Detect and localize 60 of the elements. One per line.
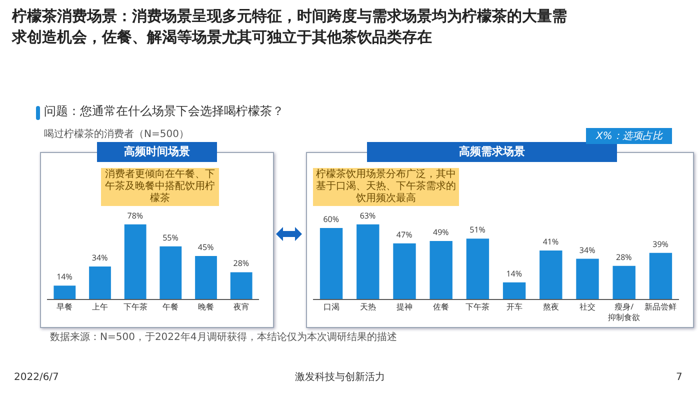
chart-title: 高频时间场景 [97, 142, 217, 162]
x-tick-label: 下午茶 [466, 302, 490, 313]
text: 喝过柠檬茶的消费者（N=500） [44, 128, 189, 141]
x-tick-label: 下午茶 [123, 302, 148, 313]
x-tick-label: 口渴 [323, 302, 340, 313]
data-label: 49% [433, 227, 450, 238]
bar [320, 228, 343, 299]
x-tick-label: 提神 [396, 302, 412, 313]
bar [124, 224, 146, 299]
bar [430, 241, 452, 299]
data-label: 63% [360, 210, 376, 222]
x-tick-label: 新品尝鲜 [644, 302, 677, 313]
source-note: 数据来源：N=500，于2022年4月调研获得，本结论仅为本次调研结果的描述 [50, 330, 397, 344]
x-tick-label: 天热 [360, 302, 376, 313]
data-label: 34% [92, 252, 108, 264]
text: X%：选项占比 [586, 128, 672, 144]
text: 2022/6/7 [14, 372, 59, 383]
text: 7 [676, 372, 682, 383]
data-label: 14% [56, 272, 73, 283]
data-label: 39% [652, 238, 669, 250]
data-label: 34% [579, 244, 596, 256]
data-label: 45% [198, 242, 214, 253]
text: 柠檬茶饮用场景分布广泛，其中基于口渴、天热、下午茶需求的饮用频次最高 [313, 168, 459, 206]
data-label: 41% [542, 236, 559, 248]
bar [502, 282, 526, 299]
x-tick-label: 社交 [580, 302, 596, 313]
x-tick-label: 晚餐 [198, 302, 214, 313]
text: 激发科技与创新活力 [295, 370, 385, 384]
text: 柠檬茶消费场景：消费场景呈现多元特征，时间跨度与需求场景均为柠檬茶的大量需求创造机会，佐餐、解渴等场景尤其可独立于其他茶饮品类存在 [12, 6, 568, 48]
data-label: 14% [506, 268, 522, 280]
data-label: 60% [323, 214, 340, 225]
bar [89, 266, 111, 299]
bar [393, 243, 416, 299]
x-tick-label: 佐餐 [433, 302, 450, 313]
bar [466, 238, 490, 299]
x-tick-label: 瘦身/抑制食欲 [608, 302, 640, 323]
data-label: 78% [127, 210, 144, 222]
bar [160, 246, 182, 299]
bar [356, 224, 380, 299]
x-tick-label: 上午 [92, 302, 108, 313]
text: 问题：您通常在什么场景下会选择喝柠檬茶？ [44, 103, 284, 120]
bar [54, 286, 76, 299]
text: 消费者更倾向在午餐、下午茶及晚餐中搭配饮用柠檬茶 [101, 168, 219, 206]
data-label: 47% [396, 229, 413, 240]
x-tick-label: 开车 [506, 302, 522, 313]
x-tick-label: 夜宵 [233, 302, 250, 313]
chart-title: 高频需求场景 [367, 142, 617, 162]
x-tick-label: 午餐 [162, 302, 179, 313]
bar [649, 252, 672, 299]
bar [195, 256, 217, 299]
x-tick-label: 熬夜 [542, 302, 559, 313]
bar [230, 272, 252, 299]
data-label: 51% [470, 224, 486, 236]
data-label: 55% [162, 232, 179, 244]
data-label: 28% [616, 252, 632, 263]
x-tick-label: 早餐 [56, 302, 73, 313]
bar [612, 266, 636, 299]
data-label: 28% [233, 258, 250, 270]
bar [540, 250, 562, 299]
bar [576, 258, 599, 299]
